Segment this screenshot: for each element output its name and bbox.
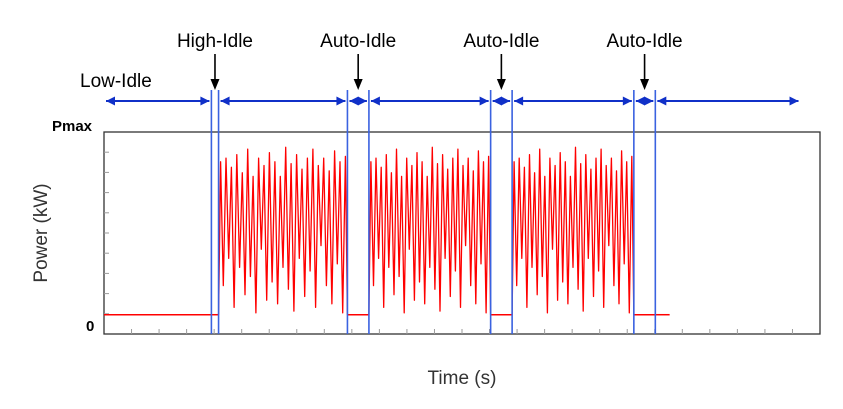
interval-arrowhead — [492, 96, 502, 106]
callout-arrowhead — [496, 79, 506, 90]
interval-arrowhead — [635, 96, 645, 106]
interval-arrowhead — [657, 96, 667, 106]
phase-interval-arrows — [106, 96, 799, 106]
callout-arrowhead — [210, 79, 220, 90]
work-cycle-trace — [368, 146, 492, 315]
phase-label-auto-idle: Auto-Idle — [463, 31, 539, 52]
y-axis-label: Power (kW) — [31, 183, 52, 282]
interval-arrowhead — [336, 96, 346, 106]
interval-arrowhead — [644, 96, 654, 106]
callout-arrowhead — [353, 79, 363, 90]
interval-arrowhead — [479, 96, 489, 106]
interval-arrowhead — [370, 96, 380, 106]
interval-arrowhead — [622, 96, 632, 106]
interval-arrowhead — [200, 96, 210, 106]
interval-arrowhead — [789, 96, 799, 106]
interval-arrowhead — [106, 96, 115, 106]
y-max-label: Pmax — [52, 118, 93, 135]
phase-label-auto-idle: Auto-Idle — [607, 31, 683, 52]
work-cycle-trace — [511, 146, 635, 315]
power-trace-layer — [104, 146, 670, 316]
phase-label-low-idle: Low-Idle — [80, 71, 152, 92]
interval-arrowhead — [501, 96, 511, 106]
interval-arrowhead — [357, 96, 367, 106]
x-axis-ticks — [131, 329, 793, 334]
x-axis-label: Time (s) — [428, 368, 497, 389]
y-zero-label: 0 — [86, 318, 94, 335]
phase-label-high-idle: High-Idle — [177, 31, 253, 52]
work-cycle-trace — [217, 146, 349, 315]
interval-arrowhead — [220, 96, 230, 106]
interval-arrowhead — [349, 96, 359, 106]
callout-arrowhead — [640, 79, 650, 90]
phase-label-layer: Low-Idle High-Idle Auto-Idle Auto-Idle Auto-… — [80, 31, 683, 92]
interval-arrowhead — [514, 96, 524, 106]
y-axis-ticks — [104, 151, 109, 315]
phase-label-auto-idle: Auto-Idle — [320, 31, 396, 52]
phase-boundary-layer — [210, 90, 657, 334]
